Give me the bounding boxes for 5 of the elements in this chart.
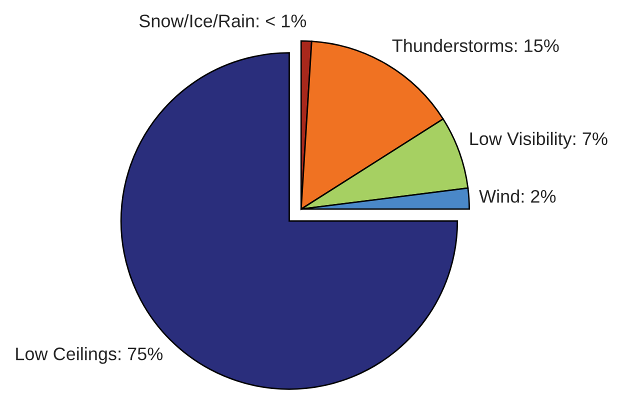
slice-label: Low Visibility: 7% (470, 132, 608, 149)
slice-label: Snow/Ice/Rain: < 1% (139, 14, 306, 28)
slice-label: Thunderstorms: 15% (392, 38, 559, 52)
slice-label: Wind: 2% (479, 190, 556, 203)
slice-label: Low Ceilings: 75% (16, 347, 163, 364)
